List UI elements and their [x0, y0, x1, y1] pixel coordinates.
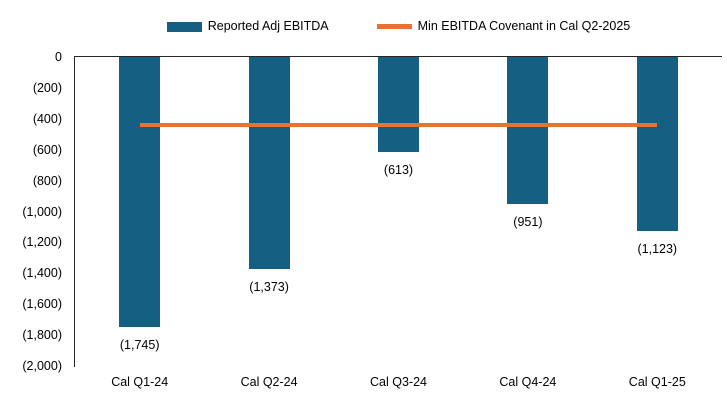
- y-tick-label: (1,000): [22, 204, 62, 219]
- line-series-swatch-icon: [376, 24, 412, 29]
- bar: [507, 57, 549, 204]
- bar: [378, 57, 419, 152]
- legend-item-reported-adj-ebitda: Reported Adj EBITDA: [166, 19, 329, 34]
- y-tick-label: (1,600): [22, 297, 62, 312]
- bar-series-swatch-icon: [166, 21, 202, 32]
- y-tick-label: (1,400): [22, 266, 62, 281]
- covenant-line: [139, 122, 658, 128]
- x-axis-zero-line: [73, 55, 722, 58]
- bar: [119, 57, 161, 327]
- x-tick-label: Cal Q1-25: [628, 375, 686, 389]
- bar-value-label: (951): [513, 214, 543, 229]
- legend-item-min-ebitda-covenant: Min EBITDA Covenant in Cal Q2-2025: [376, 19, 631, 34]
- bar-value-label: (613): [383, 162, 414, 177]
- y-tick-label: (1,800): [22, 328, 62, 343]
- x-tick-label: Cal Q2-24: [240, 375, 298, 389]
- y-tick-label: (1,200): [22, 235, 62, 250]
- y-tick-label: (800): [32, 173, 62, 188]
- y-axis-line: [73, 56, 76, 367]
- x-tick-label: Cal Q1-24: [111, 375, 169, 389]
- y-tick-label: 0: [55, 50, 62, 64]
- legend-label-min-ebitda-covenant: Min EBITDA Covenant in Cal Q2-2025: [417, 19, 631, 33]
- bar: [636, 57, 678, 231]
- bar: [248, 57, 290, 270]
- y-tick-label: (400): [32, 111, 62, 126]
- x-tick-label: Cal Q3-24: [370, 375, 427, 389]
- x-tick-label: Cal Q4-24: [499, 375, 557, 389]
- y-tick-label: (2,000): [22, 359, 62, 373]
- chart-legend: Reported Adj EBITDA Min EBITDA Covenant …: [75, 19, 722, 34]
- y-tick-label: (200): [32, 80, 62, 95]
- bar-value-label: (1,123): [637, 241, 678, 256]
- bar-value-label: (1,745): [119, 337, 160, 352]
- bar-value-label: (1,373): [249, 280, 289, 295]
- legend-label-reported-adj-ebitda: Reported Adj EBITDA: [207, 19, 329, 33]
- y-tick-label: (600): [32, 142, 62, 157]
